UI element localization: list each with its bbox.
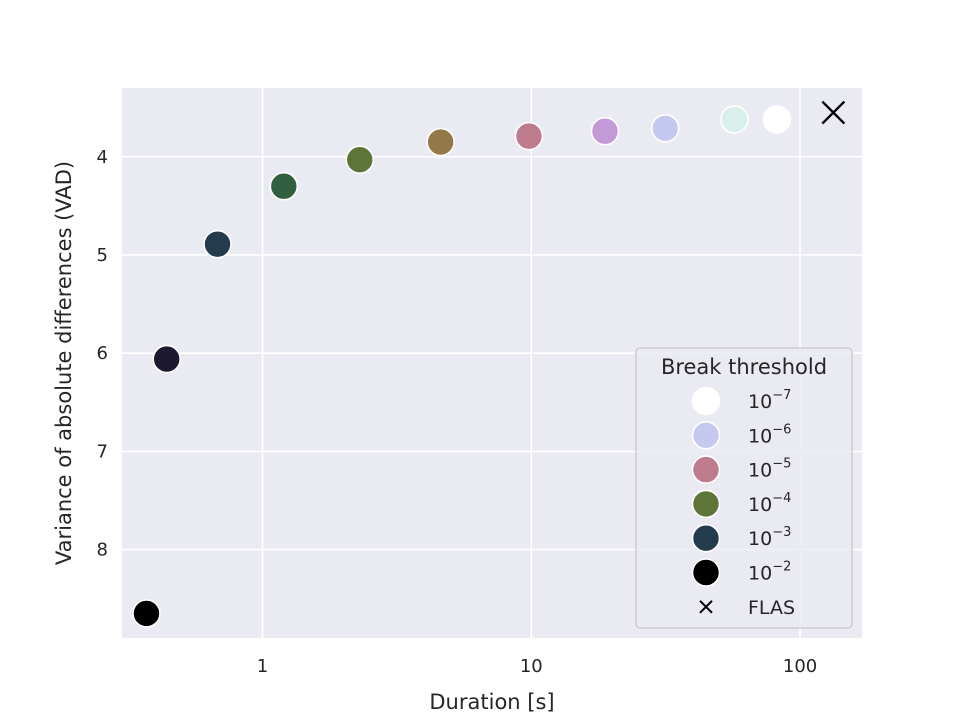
legend-marker-4	[691, 523, 721, 553]
legend-entry-0: 10−7	[691, 386, 791, 416]
legend-label-base-0: 10	[748, 391, 772, 413]
legend-marker-0	[691, 386, 721, 416]
x-tick-label-1: 10	[520, 656, 543, 677]
legend-entry-5: 10−2	[691, 558, 791, 587]
data-point-6	[514, 121, 544, 151]
legend-label-base-3: 10	[748, 494, 772, 516]
legend-label-exponent-2: −5	[772, 457, 791, 472]
data-point-2	[203, 229, 232, 259]
tick-labels: 1 10 100 4 5 6 7 8	[97, 147, 818, 677]
legend-x-marker-icon	[699, 600, 713, 614]
legend-label-3: 10−4	[748, 491, 791, 516]
legend-title: Break threshold	[661, 355, 827, 379]
data-point-3	[269, 171, 299, 201]
legend-marker-2	[691, 455, 721, 484]
legend-label-exponent-1: −6	[772, 422, 791, 437]
y-axis-label: Variance of absolute differences (VAD)	[52, 161, 76, 565]
data-point-10	[762, 105, 792, 134]
legend-marker-3	[691, 489, 721, 519]
data-point-1	[152, 344, 182, 374]
legend-entry-6: FLAS	[699, 597, 795, 619]
data-point-0	[132, 599, 161, 628]
flas-point-x-marker	[821, 100, 846, 125]
legend-marker-5	[691, 558, 721, 587]
y-tick-label-0: 4	[97, 147, 108, 168]
y-tick-label-2: 6	[97, 343, 108, 364]
legend-label-exponent-4: −3	[772, 525, 791, 540]
legend-label-2: 10−5	[748, 457, 791, 482]
legend-label-1: 10−6	[748, 422, 791, 447]
legend-entry-4: 10−3	[691, 523, 791, 553]
legend-entry-1: 10−6	[691, 420, 791, 450]
legend-label-0: 10−7	[748, 388, 791, 413]
legend: Break threshold 10−710−610−510−410−310−2…	[635, 347, 853, 629]
legend-marker-1	[691, 420, 721, 450]
legend-label-6: FLAS	[748, 597, 795, 619]
data-point-8	[650, 113, 680, 143]
legend-label-4: 10−3	[748, 525, 791, 550]
data-point-9	[720, 105, 749, 134]
data-points	[132, 100, 846, 628]
legend-label-exponent-5: −2	[772, 560, 791, 575]
legend-label-base-1: 10	[748, 425, 772, 447]
legend-entry-2: 10−5	[691, 455, 791, 484]
y-tick-label-1: 5	[97, 245, 108, 266]
data-point-4	[345, 145, 375, 174]
data-point-5	[426, 127, 455, 157]
data-point-7	[590, 116, 620, 146]
legend-frame	[635, 347, 853, 629]
y-tick-label-3: 7	[97, 441, 108, 462]
x-axis-label: Duration [s]	[429, 690, 554, 714]
legend-label-exponent-0: −7	[772, 388, 791, 403]
x-tick-label-2: 100	[783, 656, 817, 677]
legend-label-base-6: FLAS	[748, 597, 795, 619]
legend-label-base-4: 10	[748, 528, 772, 550]
legend-label-base-2: 10	[748, 460, 772, 482]
legend-label-base-5: 10	[748, 563, 772, 585]
x-tick-label-0: 1	[257, 656, 268, 677]
y-tick-label-4: 8	[97, 540, 108, 561]
legend-entry-3: 10−4	[691, 489, 791, 519]
legend-label-5: 10−2	[748, 560, 791, 585]
legend-label-exponent-3: −4	[772, 491, 791, 506]
